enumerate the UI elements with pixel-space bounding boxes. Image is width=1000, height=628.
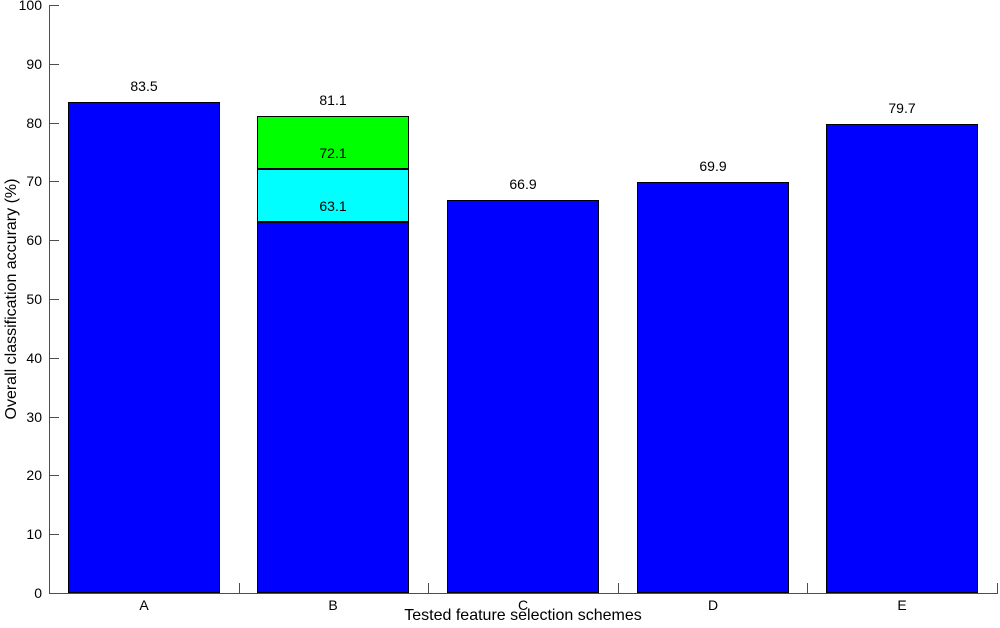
y-tick: [50, 299, 59, 300]
bar-segment: [637, 182, 789, 593]
bar-segment: [257, 222, 409, 593]
x-axis-line: [49, 593, 998, 594]
bar-segment: [257, 116, 409, 169]
bar-value-label: 81.1: [319, 92, 347, 108]
y-tick: [50, 64, 59, 65]
x-tick: [618, 583, 619, 593]
bar-value-label: 66.9: [509, 176, 537, 192]
x-tick: [428, 583, 429, 593]
bar-value-label: 63.1: [319, 198, 347, 214]
y-tick: [50, 475, 59, 476]
y-tick: [50, 417, 59, 418]
y-tick-label: 60: [26, 232, 42, 248]
y-axis-line: [49, 5, 50, 593]
bar-segment: [68, 102, 220, 593]
bar-segment: [257, 169, 409, 222]
y-tick: [50, 123, 59, 124]
y-tick-label: 40: [26, 350, 42, 366]
x-tick-label: B: [328, 597, 338, 613]
y-tick-label: 80: [26, 115, 42, 131]
y-tick-label: 20: [26, 467, 42, 483]
y-tick-label: 100: [18, 0, 42, 13]
y-tick-label: 50: [26, 291, 42, 307]
x-tick-label: A: [139, 597, 149, 613]
x-tick: [239, 583, 240, 593]
bar-value-label: 72.1: [319, 145, 347, 161]
y-tick: [50, 181, 59, 182]
x-axis-title: Tested feature selection schemes: [404, 607, 642, 624]
bar-value-label: 83.5: [130, 78, 158, 94]
bar-segment: [826, 124, 978, 593]
y-tick-label: 10: [26, 526, 42, 542]
y-tick-label: 70: [26, 173, 42, 189]
y-tick-label: 30: [26, 409, 42, 425]
x-tick: [997, 583, 998, 593]
bar-value-label: 79.7: [888, 100, 916, 116]
x-tick-label: D: [707, 597, 719, 613]
y-tick-label: 90: [26, 56, 42, 72]
bar-value-label: 69.9: [699, 158, 727, 174]
y-tick-label: 0: [34, 585, 42, 601]
x-tick-label: E: [897, 597, 907, 613]
x-tick: [807, 583, 808, 593]
x-tick-label: C: [517, 597, 529, 613]
bar-segment: [447, 200, 599, 593]
y-tick: [50, 593, 59, 594]
y-tick: [50, 5, 59, 6]
y-tick: [50, 358, 59, 359]
y-tick: [50, 240, 59, 241]
y-tick: [50, 534, 59, 535]
y-axis-title: Overall classification accurary (%): [3, 178, 20, 420]
